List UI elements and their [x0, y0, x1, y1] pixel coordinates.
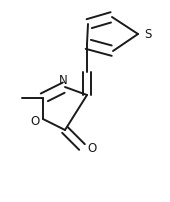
Text: N: N	[59, 73, 67, 86]
Text: O: O	[87, 141, 97, 154]
Text: S: S	[144, 28, 152, 41]
Text: O: O	[30, 115, 40, 128]
